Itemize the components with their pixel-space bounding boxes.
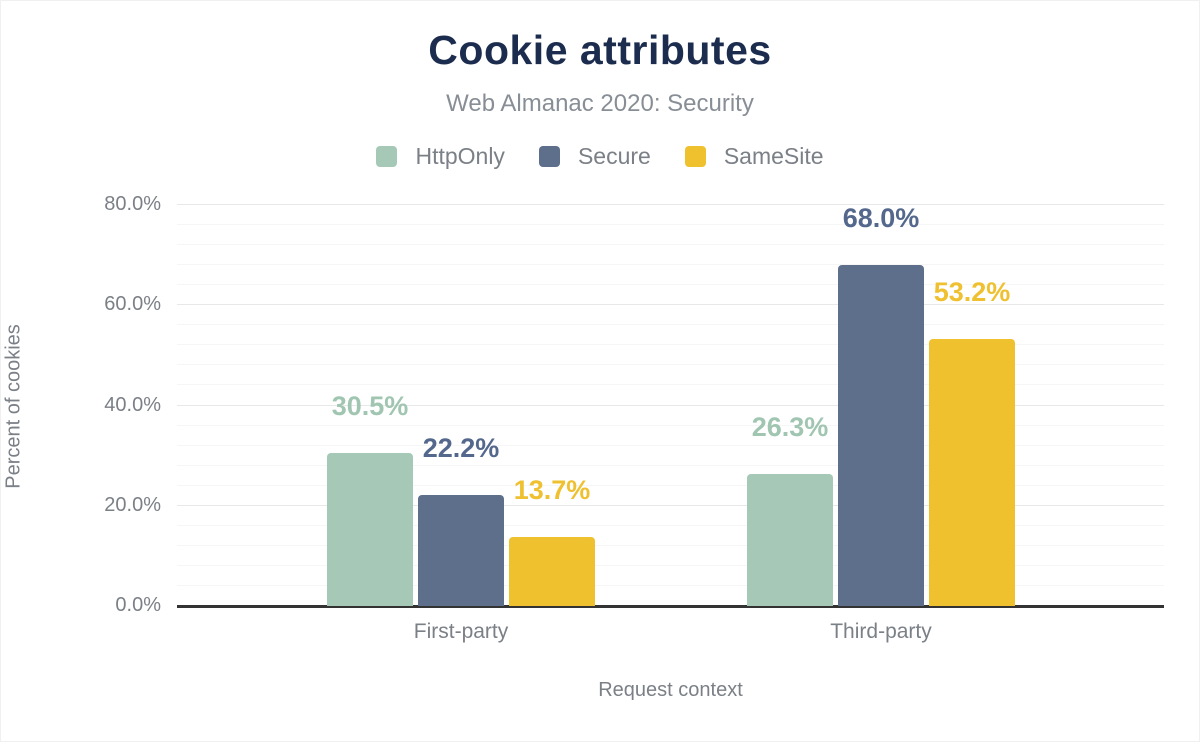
plot-area: 30.5% 22.2% 13.7% 26.3% 68.0% 53.2% [177, 203, 1164, 608]
bar-samesite-third-party [929, 339, 1015, 606]
bar-value-label: 53.2% [933, 277, 1011, 308]
samesite-swatch-icon [684, 146, 706, 167]
y-tick-label: 60.0% [104, 293, 161, 316]
legend-label-httponly: HttpOnly [415, 143, 505, 169]
x-tick-label: First-party [413, 620, 509, 643]
chart-title: Cookie attributes [428, 27, 772, 73]
minor-gridline [177, 464, 1164, 466]
bar-httponly-first-party [327, 453, 413, 606]
major-gridline [177, 304, 1164, 306]
minor-gridline [177, 524, 1164, 526]
y-tick-label: 80.0% [104, 193, 161, 215]
bar-secure-first-party [418, 494, 504, 606]
minor-gridline [177, 244, 1164, 246]
minor-gridline [177, 344, 1164, 346]
bar-value-label: 22.2% [422, 432, 500, 463]
bar-value-label: 13.7% [513, 475, 591, 506]
legend: HttpOnly Secure SameSite [1, 143, 1199, 170]
minor-gridline [177, 364, 1164, 366]
minor-gridline [177, 284, 1164, 286]
x-axis-title: Request context [598, 679, 743, 701]
minor-gridline [177, 564, 1164, 566]
y-tick-label: 0.0% [115, 594, 161, 616]
bar-httponly-third-party [747, 474, 833, 606]
legend-item-samesite: SameSite [684, 143, 824, 170]
legend-label-secure: Secure [577, 143, 651, 169]
minor-gridline [177, 584, 1164, 586]
major-gridline [177, 404, 1164, 406]
major-gridline [177, 504, 1164, 506]
secure-swatch-icon [538, 146, 560, 167]
legend-item-secure: Secure [538, 143, 651, 170]
minor-gridline [177, 264, 1164, 266]
y-tick-label: 40.0% [104, 393, 161, 416]
minor-gridline [177, 444, 1164, 446]
bar-samesite-first-party [509, 537, 595, 606]
legend-item-httponly: HttpOnly [376, 143, 505, 170]
bar-value-label: 26.3% [751, 412, 829, 443]
major-gridline [177, 204, 1164, 205]
minor-gridline [177, 224, 1164, 226]
minor-gridline [177, 484, 1164, 486]
bar-secure-third-party [838, 265, 924, 606]
minor-gridline [177, 324, 1164, 326]
legend-label-samesite: SameSite [723, 143, 824, 169]
chart-subtitle: Web Almanac 2020: Security [446, 90, 754, 117]
y-axis-title: Percent of cookies [2, 324, 25, 489]
bar-value-label: 68.0% [842, 203, 920, 234]
minor-gridline [177, 424, 1164, 426]
bar-value-label: 30.5% [331, 391, 409, 422]
minor-gridline [177, 384, 1164, 386]
minor-gridline [177, 544, 1164, 546]
x-axis-line [177, 605, 1164, 608]
y-tick-label: 20.0% [104, 493, 161, 516]
httponly-swatch-icon [376, 146, 398, 167]
x-tick-label: Third-party [830, 620, 932, 643]
